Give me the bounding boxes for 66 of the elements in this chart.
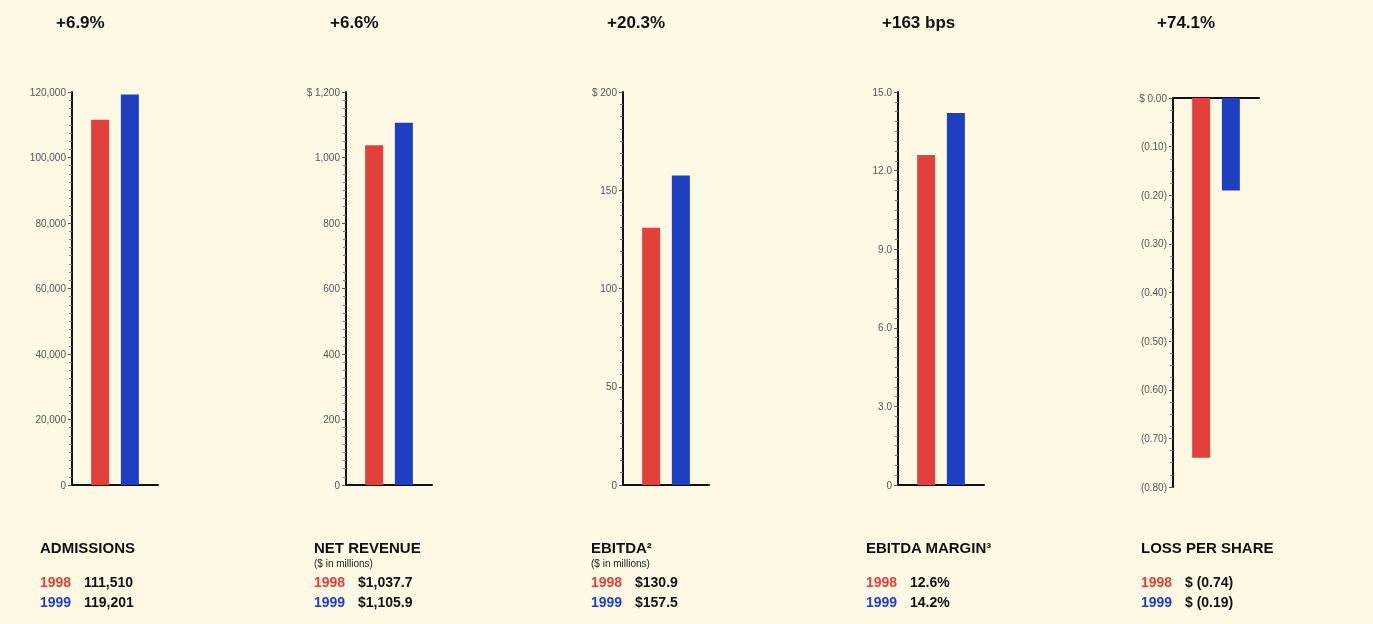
y-tick-label: (0.30) [1140,238,1167,250]
text: 1998 [866,574,898,590]
chart-title: +6.9% [56,13,105,32]
y-tick-label: 0 [60,479,67,491]
text: $ (0.19) [1185,594,1234,610]
y-tick-label: 80,000 [35,217,67,229]
x-axis-title: LOSS PER SHARE [1141,539,1274,556]
y-tick-label: 60,000 [35,283,67,294]
y-tick-label: (0.50) [1140,335,1167,347]
y-tick-label: 600 [323,283,341,294]
y-tick-label: 9.0 [878,243,893,255]
y-tick-label: $ 0.00 [1139,92,1168,104]
chart-title: +163 bps [882,13,956,32]
chart-title: +20.3% [607,13,666,32]
y-tick-label: 6.0 [878,322,893,334]
chart-title: +6.6% [330,13,379,32]
y-tick-label: (0.70) [1140,432,1167,444]
text: 1999 [40,594,72,610]
y-tick-label: 15.0 [872,86,893,98]
text: 1998 [1141,574,1173,590]
y-tick-label: 0 [611,479,618,491]
y-tick-label: 20,000 [35,414,67,425]
text: 1998 [591,574,623,590]
x-axis-title: EBITDA² [591,539,652,556]
y-tick-label: 0 [334,479,341,491]
text: $1,037.7 [358,574,413,590]
y-tick-label: 12.0 [872,165,893,177]
y-tick-label: $ 200 [591,86,618,98]
y-tick-label: $ 1,200 [306,86,341,98]
y-tick-label: 150 [600,184,618,196]
y-tick-label: 200 [323,414,341,425]
text: $157.5 [635,594,679,610]
y-tick-label: 120,000 [29,86,67,98]
y-tick-label: (0.20) [1140,189,1167,201]
x-axis-title: NET REVENUE [314,539,421,556]
x-axis-title: ADMISSIONS [40,539,136,556]
text: 1998 [314,574,346,590]
y-tick-label: 0 [886,479,893,491]
y-tick-label: 3.0 [878,400,893,412]
text: ($ in millions) [591,557,650,569]
y-tick-label: 800 [323,217,341,229]
text: 111,510 [84,574,134,590]
y-tick-label: 100 [600,283,618,294]
y-tick-label: (0.40) [1140,287,1167,298]
y-tick-label: 40,000 [35,348,67,360]
text: $130.9 [635,574,679,590]
chart-title: +74.1% [1157,13,1216,32]
y-tick-label: (0.80) [1140,481,1167,493]
y-tick-label: 100,000 [29,152,67,163]
y-tick-label: (0.60) [1140,384,1167,396]
text: $ (0.74) [1185,574,1234,590]
text: $1,105.9 [358,594,413,610]
text: 12.6% [910,574,951,590]
text: 1999 [591,594,623,610]
text: 1999 [314,594,346,610]
y-tick-label: (0.10) [1140,141,1167,153]
y-tick-label: 1,000 [314,152,341,163]
text: 1998 [40,574,72,590]
x-axis-title: EBITDA MARGIN³ [866,539,992,556]
y-tick-label: 50 [605,381,618,393]
text: ($ in millions) [314,557,373,569]
text: 1999 [866,594,898,610]
text: 119,201 [84,594,135,610]
text: 14.2% [910,594,951,610]
text: 1999 [1141,594,1173,610]
y-tick-label: 400 [323,348,341,360]
